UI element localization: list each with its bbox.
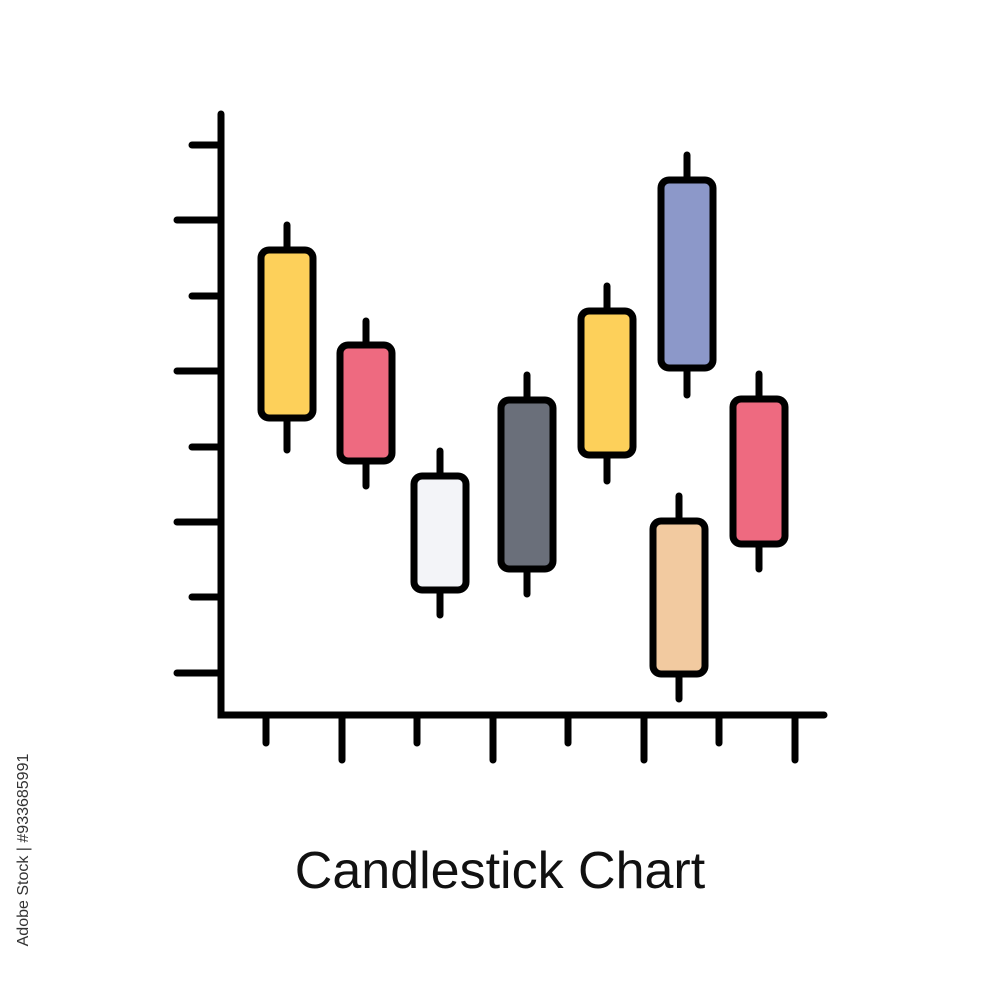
caption: Candlestick Chart bbox=[295, 842, 706, 900]
candle bbox=[657, 151, 717, 399]
watermark-id: Adobe Stock | #933685991 bbox=[15, 754, 32, 947]
candle bbox=[497, 371, 557, 598]
axes bbox=[173, 110, 828, 764]
candles bbox=[257, 151, 789, 703]
y-ticks bbox=[173, 141, 225, 677]
candle bbox=[649, 492, 709, 703]
axis-lines bbox=[217, 110, 828, 719]
candle bbox=[729, 370, 789, 573]
x-ticks bbox=[262, 711, 799, 764]
candle bbox=[336, 317, 396, 490]
candle bbox=[257, 221, 317, 454]
candle bbox=[577, 282, 637, 485]
candle bbox=[410, 447, 470, 619]
